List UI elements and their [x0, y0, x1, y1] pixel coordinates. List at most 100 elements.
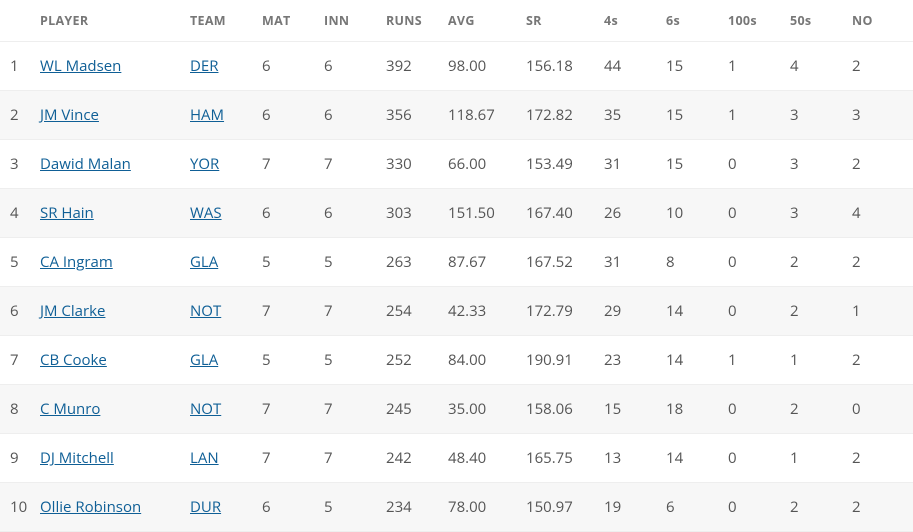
no-cell: 2	[846, 42, 908, 91]
hs-cell: 85	[908, 434, 913, 483]
fif-cell: 3	[784, 189, 846, 238]
fours-cell: 26	[598, 189, 660, 238]
table-row: 9DJ MitchellLAN7724248.40165.75131401285	[0, 434, 913, 483]
player-link[interactable]: C Munro	[40, 399, 100, 419]
player-link[interactable]: SR Hain	[40, 203, 94, 223]
player-link[interactable]: CB Cooke	[40, 350, 107, 370]
player-link-wrap: CB Cooke	[34, 336, 184, 385]
team-link-wrap: NOT	[184, 385, 256, 434]
mat-cell: 6	[256, 91, 318, 140]
col-50s-header: 50s	[784, 0, 846, 42]
sixes-cell: 8	[660, 238, 722, 287]
hs-cell: 109	[908, 42, 913, 91]
team-link[interactable]: HAM	[190, 105, 224, 125]
runs-cell: 330	[380, 140, 442, 189]
hs-cell: 89	[908, 287, 913, 336]
sr-cell: 150.97	[520, 483, 598, 532]
table-row: 5CA IngramGLA5526387.67167.5231802292	[0, 238, 913, 287]
col-no-header: NO	[846, 0, 908, 42]
sixes-cell: 14	[660, 434, 722, 483]
sr-cell: 165.75	[520, 434, 598, 483]
runs-cell: 234	[380, 483, 442, 532]
hund-cell: 0	[722, 140, 784, 189]
mat-cell: 6	[256, 189, 318, 238]
table-row: 10Ollie RobinsonDUR6523478.00150.9719602…	[0, 483, 913, 532]
team-link[interactable]: GLA	[190, 252, 218, 272]
table-row: 1WL MadsenDER6639298.00156.184415142109	[0, 42, 913, 91]
hs-cell: 87	[908, 385, 913, 434]
inn-cell: 6	[318, 42, 380, 91]
team-link-wrap: YOR	[184, 140, 256, 189]
player-link-wrap: CA Ingram	[34, 238, 184, 287]
table-body: 1WL MadsenDER6639298.00156.1844151421092…	[0, 42, 913, 532]
col-team-header: TEAM	[184, 0, 256, 42]
player-link-wrap: DJ Mitchell	[34, 434, 184, 483]
runs-cell: 392	[380, 42, 442, 91]
team-link[interactable]: NOT	[190, 399, 221, 419]
sixes-cell: 10	[660, 189, 722, 238]
team-link[interactable]: LAN	[190, 448, 219, 468]
fours-cell: 13	[598, 434, 660, 483]
inn-cell: 7	[318, 385, 380, 434]
rank-cell: 5	[0, 238, 34, 287]
table-row: 7CB CookeGLA5525284.00190.912314112113	[0, 336, 913, 385]
table-row: 6JM ClarkeNOT7725442.33172.79291402189	[0, 287, 913, 336]
sixes-cell: 14	[660, 336, 722, 385]
no-cell: 2	[846, 238, 908, 287]
col-player-header: PLAYER	[34, 0, 184, 42]
player-link[interactable]: WL Madsen	[40, 56, 121, 76]
team-link[interactable]: GLA	[190, 350, 218, 370]
team-link[interactable]: YOR	[190, 154, 219, 174]
sr-cell: 156.18	[520, 42, 598, 91]
player-link[interactable]: Ollie Robinson	[40, 497, 141, 517]
hund-cell: 0	[722, 483, 784, 532]
team-link[interactable]: WAS	[190, 203, 222, 223]
avg-cell: 118.67	[442, 91, 520, 140]
team-link-wrap: GLA	[184, 238, 256, 287]
hs-cell: 103	[908, 91, 913, 140]
no-cell: 0	[846, 385, 908, 434]
fif-cell: 3	[784, 140, 846, 189]
team-link-wrap: NOT	[184, 287, 256, 336]
hs-cell: 113	[908, 336, 913, 385]
rank-cell: 8	[0, 385, 34, 434]
table-row: 2JM VinceHAM66356118.67172.823515133103	[0, 91, 913, 140]
rank-cell: 4	[0, 189, 34, 238]
inn-cell: 5	[318, 336, 380, 385]
sixes-cell: 18	[660, 385, 722, 434]
player-link[interactable]: Dawid Malan	[40, 154, 131, 174]
no-cell: 2	[846, 483, 908, 532]
hs-cell: 95	[908, 140, 913, 189]
avg-cell: 66.00	[442, 140, 520, 189]
team-link-wrap: HAM	[184, 91, 256, 140]
team-link[interactable]: DER	[190, 56, 218, 76]
player-link-wrap: SR Hain	[34, 189, 184, 238]
player-link-wrap: JM Clarke	[34, 287, 184, 336]
runs-cell: 263	[380, 238, 442, 287]
player-link[interactable]: JM Clarke	[40, 301, 105, 321]
fif-cell: 4	[784, 42, 846, 91]
avg-cell: 87.67	[442, 238, 520, 287]
col-runs-header: RUNS	[380, 0, 442, 42]
col-sr-header: SR	[520, 0, 598, 42]
table-row: 3Dawid MalanYOR7733066.00153.49311503295	[0, 140, 913, 189]
runs-cell: 254	[380, 287, 442, 336]
sixes-cell: 14	[660, 287, 722, 336]
fif-cell: 2	[784, 238, 846, 287]
team-link[interactable]: DUR	[190, 497, 221, 517]
sixes-cell: 15	[660, 42, 722, 91]
sr-cell: 167.40	[520, 189, 598, 238]
fours-cell: 23	[598, 336, 660, 385]
hs-cell: 92	[908, 238, 913, 287]
fif-cell: 1	[784, 434, 846, 483]
col-100s-header: 100s	[722, 0, 784, 42]
player-link[interactable]: DJ Mitchell	[40, 448, 114, 468]
team-link-wrap: GLA	[184, 336, 256, 385]
team-link[interactable]: NOT	[190, 301, 221, 321]
player-link[interactable]: JM Vince	[40, 105, 99, 125]
fif-cell: 2	[784, 385, 846, 434]
player-link-wrap: WL Madsen	[34, 42, 184, 91]
mat-cell: 7	[256, 140, 318, 189]
player-link[interactable]: CA Ingram	[40, 252, 113, 272]
avg-cell: 151.50	[442, 189, 520, 238]
